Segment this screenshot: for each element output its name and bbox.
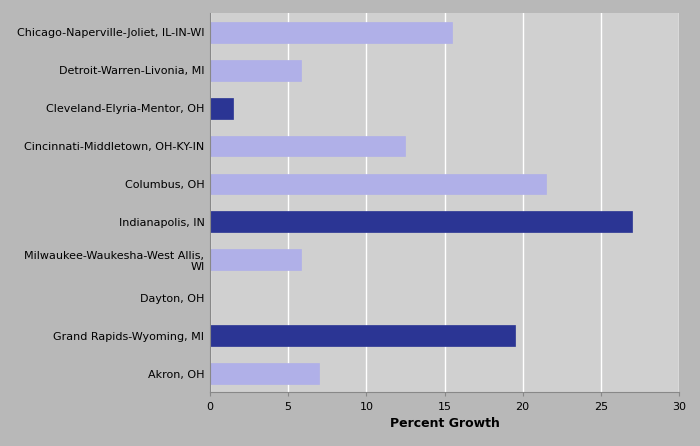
Bar — [210, 136, 405, 157]
Bar — [210, 60, 301, 81]
Bar — [210, 211, 632, 232]
Bar — [210, 173, 546, 194]
Bar — [210, 98, 233, 119]
Bar — [210, 363, 319, 384]
Bar — [210, 22, 452, 43]
X-axis label: Percent Growth: Percent Growth — [390, 417, 499, 430]
Bar — [210, 325, 514, 346]
Bar — [210, 249, 301, 270]
